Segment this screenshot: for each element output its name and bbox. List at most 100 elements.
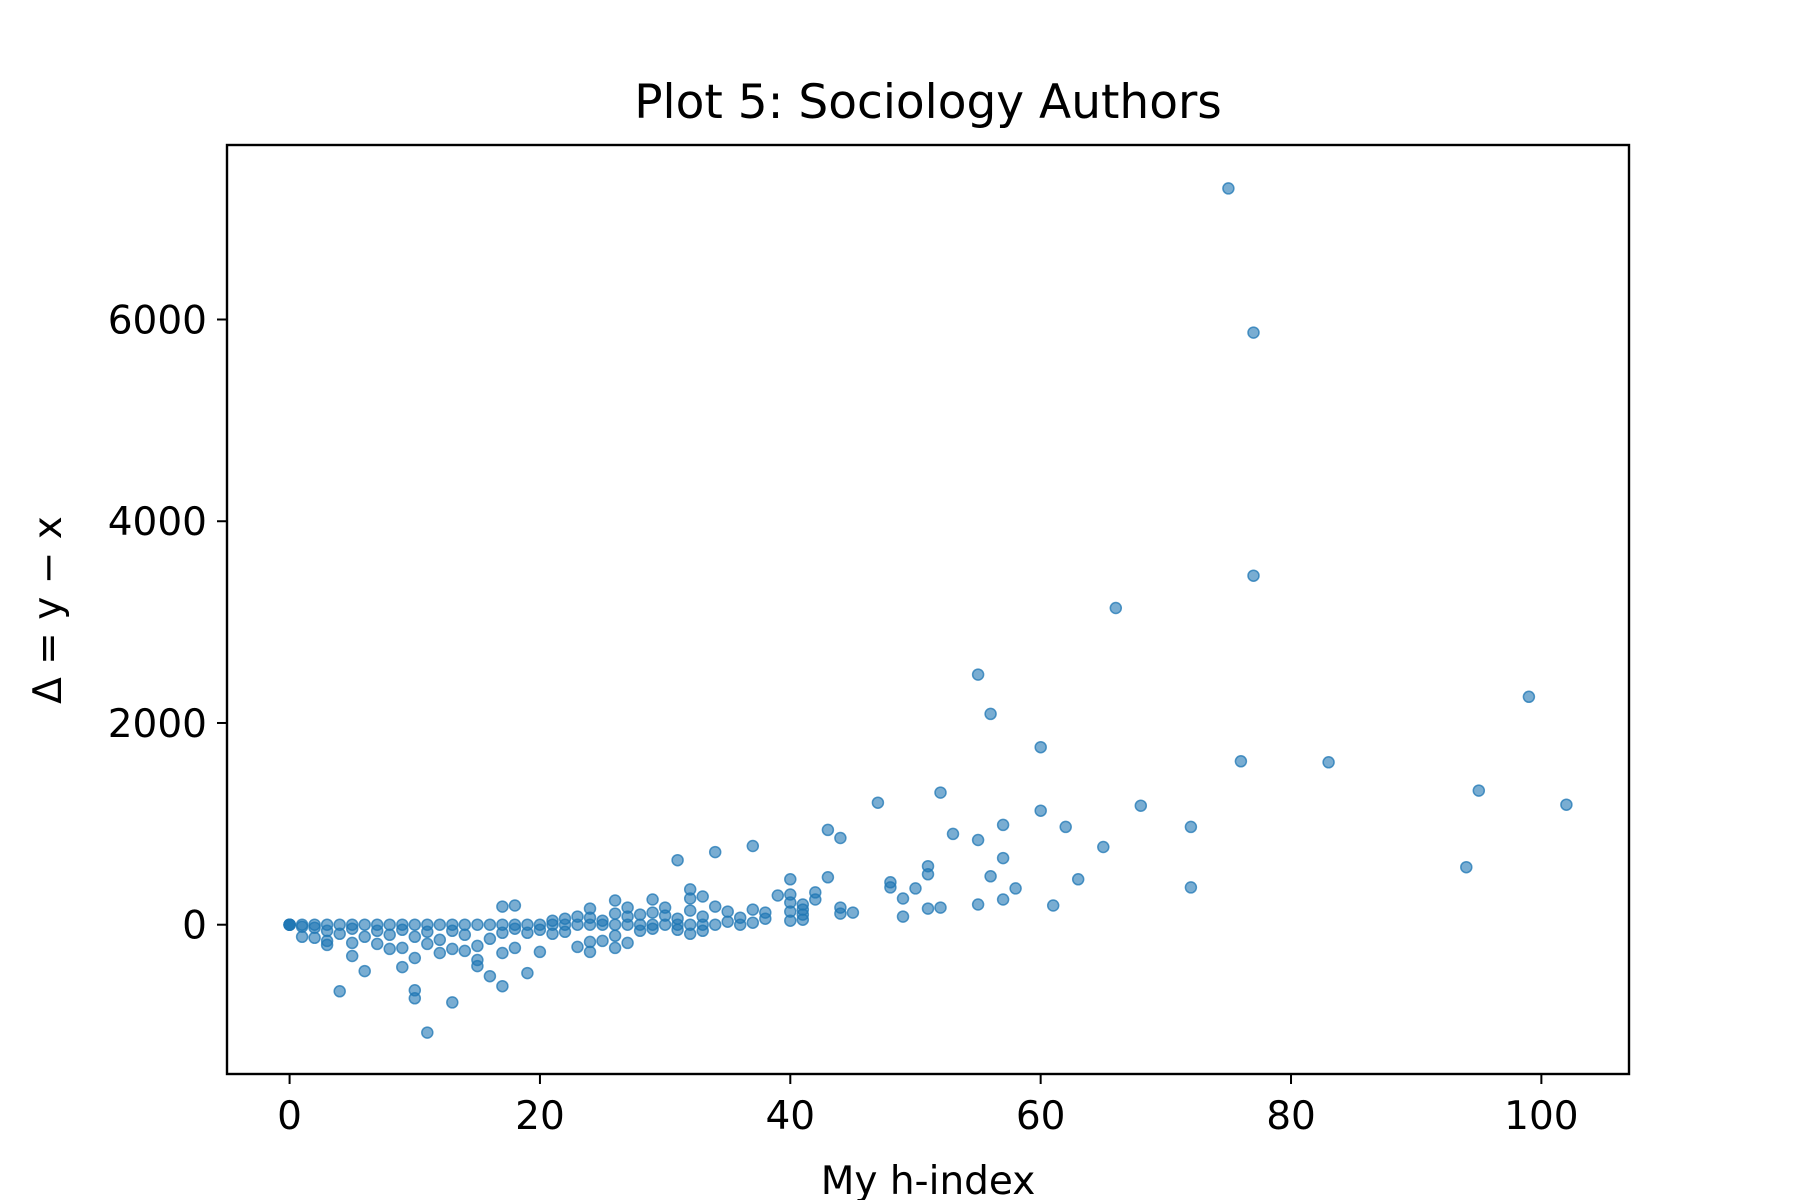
- data-point: [1009, 882, 1022, 895]
- data-point: [396, 923, 409, 937]
- data-point: [483, 969, 497, 983]
- data-point: [421, 925, 434, 939]
- data-point: [621, 936, 634, 950]
- data-point: [1322, 756, 1335, 769]
- data-point: [1034, 740, 1047, 754]
- data-point: [308, 931, 321, 945]
- data-point: [508, 922, 522, 935]
- data-point: [759, 906, 772, 919]
- data-point: [433, 946, 447, 960]
- data-point: [646, 906, 659, 919]
- data-point: [896, 892, 910, 905]
- data-point: [708, 900, 722, 913]
- data-point: [596, 914, 609, 927]
- data-point: [1097, 840, 1110, 854]
- data-point: [621, 901, 634, 914]
- data-point: [746, 916, 760, 929]
- x-tick-label: 100: [1504, 1094, 1578, 1139]
- x-tick-label: 0: [277, 1094, 302, 1139]
- data-point: [345, 949, 359, 963]
- data-point: [345, 922, 359, 935]
- data-point: [746, 903, 760, 916]
- data-point: [683, 904, 697, 917]
- data-point: [1522, 690, 1536, 704]
- data-point: [1034, 804, 1047, 817]
- data-point: [633, 908, 647, 921]
- data-point: [446, 942, 459, 956]
- points-layer: [283, 182, 1573, 1039]
- data-point: [421, 937, 434, 951]
- data-point: [496, 926, 509, 940]
- data-point: [971, 833, 985, 847]
- data-point: [408, 918, 422, 931]
- data-point: [608, 929, 622, 943]
- data-point: [1134, 799, 1148, 812]
- data-point: [784, 873, 797, 886]
- data-point: [533, 923, 547, 937]
- data-point: [1184, 820, 1198, 834]
- data-point: [458, 928, 472, 942]
- data-point: [608, 907, 622, 920]
- y-axis-label: Δ = y − x: [26, 516, 71, 704]
- data-point: [996, 818, 1010, 832]
- data-point: [583, 902, 597, 915]
- data-point: [1109, 601, 1123, 615]
- data-point: [370, 924, 384, 938]
- data-point: [408, 951, 422, 965]
- data-point: [596, 934, 609, 948]
- data-point: [696, 910, 709, 923]
- data-point: [708, 845, 722, 859]
- data-point: [458, 944, 472, 958]
- y-tick-label: 2000: [108, 702, 207, 747]
- data-point: [809, 886, 822, 899]
- data-point: [1059, 820, 1072, 834]
- x-axis-label: My h-index: [821, 1159, 1036, 1200]
- data-point: [696, 890, 709, 903]
- data-point: [671, 923, 684, 937]
- data-point: [408, 930, 422, 944]
- data-point: [671, 853, 684, 867]
- chart-title: Plot 5: Sociology Authors: [634, 75, 1222, 130]
- y-axis-ticks: 0 2000 4000 6000: [108, 299, 227, 949]
- data-point: [896, 910, 910, 923]
- data-point: [921, 902, 935, 915]
- data-point: [471, 959, 484, 973]
- data-point: [821, 823, 835, 837]
- data-point: [646, 893, 659, 906]
- data-point: [496, 900, 509, 913]
- data-point: [984, 870, 997, 883]
- data-point: [521, 966, 534, 980]
- data-point: [834, 901, 847, 914]
- x-tick-label: 60: [1016, 1094, 1066, 1139]
- y-tick-label: 6000: [108, 299, 207, 344]
- data-point: [446, 924, 459, 938]
- data-point: [571, 940, 584, 954]
- data-point: [996, 893, 1010, 906]
- data-point: [358, 964, 371, 978]
- data-point: [784, 888, 797, 901]
- plot-frame: [225, 143, 1631, 1076]
- data-point: [1234, 755, 1248, 768]
- data-point: [483, 932, 497, 946]
- data-point: [733, 911, 747, 924]
- data-point: [345, 936, 359, 950]
- data-point: [871, 796, 885, 809]
- data-point: [971, 898, 985, 911]
- data-point: [608, 918, 622, 931]
- data-point: [508, 941, 522, 955]
- data-point: [421, 1026, 434, 1039]
- data-point: [683, 883, 697, 896]
- data-point: [521, 926, 534, 940]
- data-point: [946, 827, 960, 841]
- data-point: [909, 882, 922, 895]
- data-point: [1222, 182, 1235, 195]
- data-point: [396, 960, 409, 974]
- data-point: [433, 918, 447, 931]
- data-point: [1247, 326, 1260, 339]
- data-point: [658, 901, 672, 914]
- data-point: [533, 945, 547, 959]
- data-point: [971, 668, 985, 681]
- data-point: [1247, 569, 1260, 582]
- data-point: [846, 906, 860, 919]
